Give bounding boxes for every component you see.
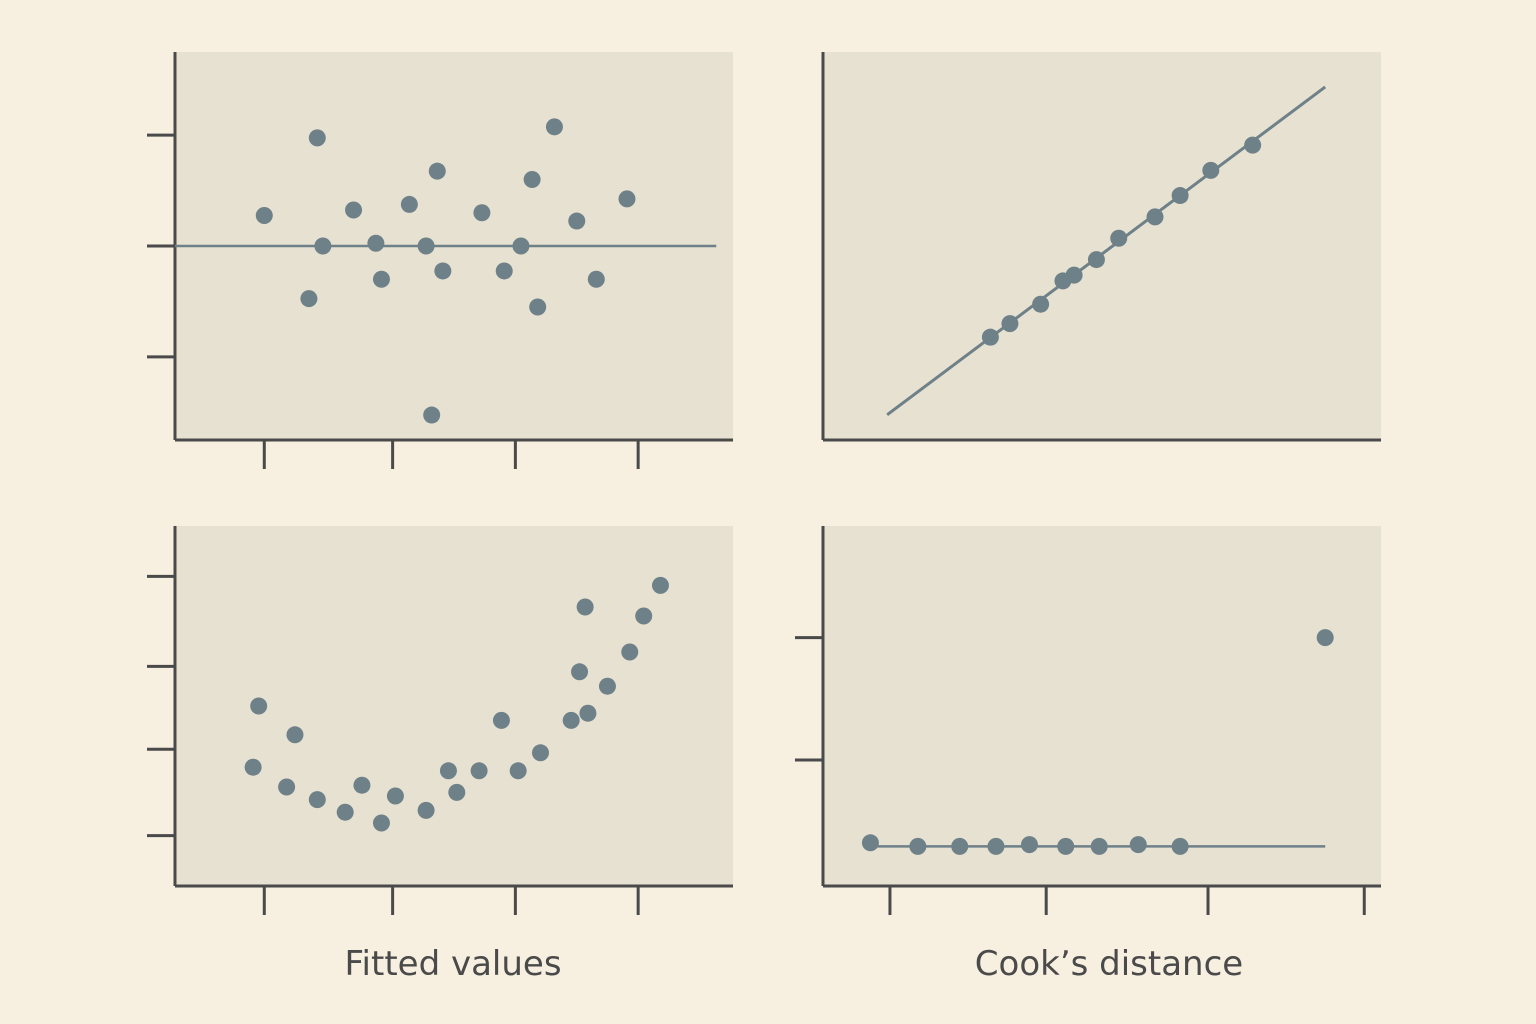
data-point: [1110, 229, 1128, 247]
data-point: [372, 270, 390, 288]
data-point: [439, 762, 457, 780]
data-point: [492, 711, 510, 729]
plot-area: [823, 52, 1381, 440]
plot-area: [823, 526, 1381, 886]
data-point: [278, 778, 296, 796]
panel-residuals-vs-leverage: [795, 526, 1381, 915]
data-point: [1001, 315, 1019, 333]
data-point: [470, 762, 488, 780]
data-point: [1087, 251, 1105, 269]
data-point: [587, 270, 605, 288]
data-point: [372, 814, 390, 832]
data-point: [286, 726, 304, 744]
x-axis-label-cooks-distance: Cook’s distance: [975, 944, 1243, 984]
data-point: [512, 237, 530, 255]
data-point: [314, 237, 332, 255]
data-point: [981, 328, 999, 346]
data-point: [308, 129, 326, 147]
panel-residuals-vs-fitted: [147, 52, 733, 469]
data-point: [621, 643, 639, 661]
data-point: [562, 711, 580, 729]
data-point: [568, 212, 586, 230]
data-point: [386, 787, 404, 805]
data-point: [951, 837, 969, 855]
data-point: [244, 758, 262, 776]
data-point: [576, 598, 594, 616]
data-point: [367, 234, 385, 252]
data-point: [300, 290, 318, 308]
data-point: [345, 201, 363, 219]
data-point: [448, 783, 466, 801]
data-point: [428, 162, 446, 180]
data-point: [417, 801, 435, 819]
data-point: [400, 195, 418, 213]
data-point: [255, 207, 273, 225]
data-point: [1316, 629, 1334, 647]
panel-scale-location: [147, 526, 733, 915]
data-point: [529, 298, 547, 316]
data-point: [571, 663, 589, 681]
data-point: [473, 204, 491, 222]
data-point: [434, 262, 452, 280]
data-point: [651, 576, 669, 594]
data-point: [579, 704, 597, 722]
data-point: [861, 834, 879, 852]
data-point: [353, 776, 371, 794]
data-point: [1090, 837, 1108, 855]
data-point: [545, 118, 563, 136]
data-point: [308, 791, 326, 809]
data-point: [1020, 836, 1038, 854]
data-point: [509, 762, 527, 780]
data-point: [909, 837, 927, 855]
data-point: [1171, 187, 1189, 205]
plot-area: [175, 526, 733, 886]
data-point: [423, 406, 441, 424]
data-point: [336, 803, 354, 821]
data-point: [250, 697, 268, 715]
data-point: [1057, 837, 1075, 855]
data-point: [598, 677, 616, 695]
data-point: [1171, 837, 1189, 855]
panel-normal-qq: [821, 52, 1381, 442]
data-point: [1129, 836, 1147, 854]
data-point: [1032, 295, 1050, 313]
data-point: [495, 262, 513, 280]
data-point: [618, 190, 636, 208]
data-point: [987, 837, 1005, 855]
data-point: [531, 744, 549, 762]
data-point: [1244, 136, 1262, 154]
data-point: [1202, 161, 1220, 179]
data-point: [635, 607, 653, 625]
data-point: [523, 170, 541, 188]
x-axis-label-fitted-values: Fitted values: [344, 944, 561, 984]
data-point: [1146, 208, 1164, 226]
data-point: [417, 237, 435, 255]
data-point: [1065, 266, 1083, 284]
